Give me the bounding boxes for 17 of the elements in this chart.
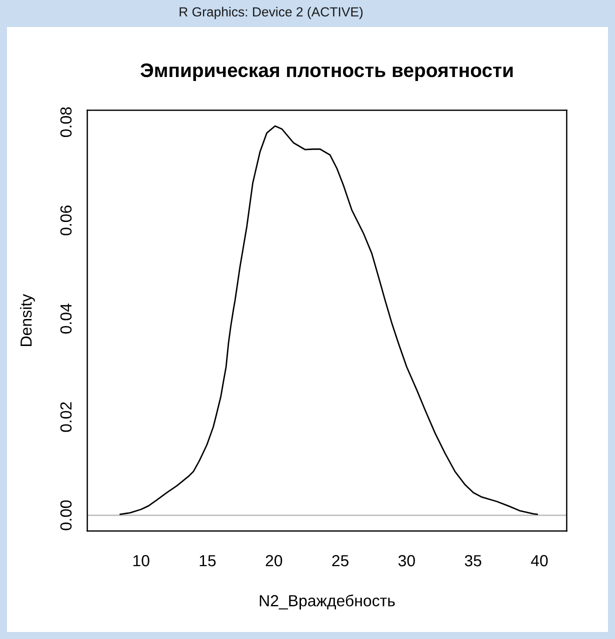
x-tick-label: 25 (332, 555, 348, 566)
y-tick-label: 0.06 (60, 206, 72, 236)
x-tick-label: 40 (530, 555, 548, 566)
y-tick-label: 0.08 (60, 107, 72, 138)
y-tick-label: 0.02 (60, 402, 72, 432)
y-tick-label: 0.04 (60, 304, 72, 334)
chart-title: Эмпирическая плотность вероятности (140, 63, 513, 81)
x-tick-label: 35 (464, 555, 482, 566)
x-tick-label: 15 (200, 555, 216, 566)
x-tick-label: 30 (398, 555, 415, 566)
x-axis-title: N2_Враждебность (260, 594, 395, 610)
line-series (119, 125, 538, 515)
x-tick-label: 10 (133, 555, 150, 566)
y-tick-label: 0.00 (60, 500, 72, 530)
y-axis-title: Density (20, 294, 35, 346)
text: R Graphics: Device 2 (ACTIVE) (180, 6, 363, 20)
x-tick-label: 20 (266, 555, 282, 566)
